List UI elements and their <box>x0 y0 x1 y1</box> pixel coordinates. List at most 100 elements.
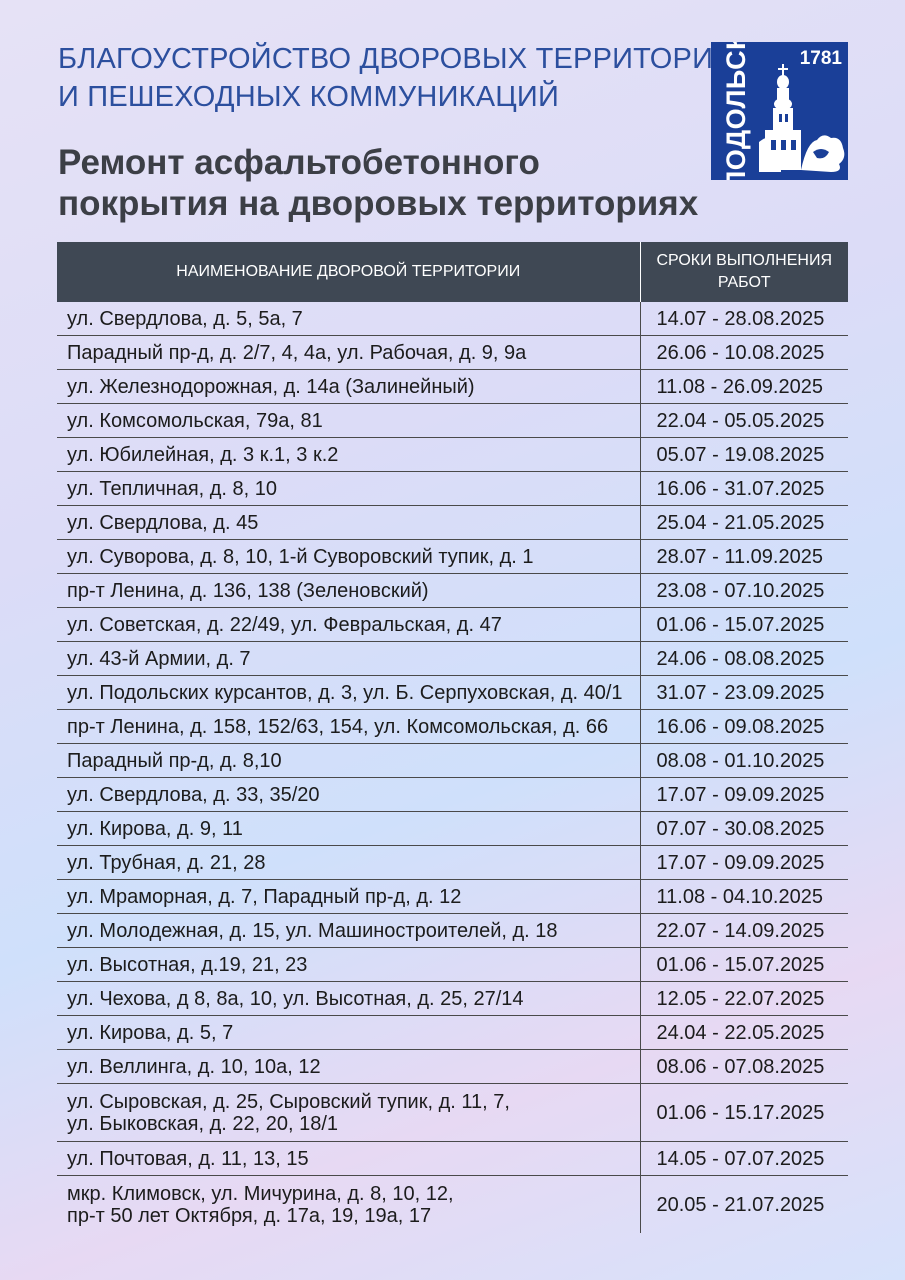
table-row: ул. Веллинга, д. 10, 10а, 12 08.06 - 07.0… <box>57 1049 848 1084</box>
page-title: Ремонт асфальтобетонного покрытия на дво… <box>58 142 718 224</box>
territory-name-line: ул. Кирова, д. 9, 11 <box>67 817 243 840</box>
city-logo: ПОДОЛЬСК 1781 <box>711 42 848 180</box>
work-dates-cell: 25.04 - 21.05.2025 <box>639 505 848 540</box>
territory-name-cell: ул. Подольских курсантов, д. 3, ул. Б. С… <box>57 675 640 710</box>
territory-name-line: ул. Подольских курсантов, д. 3, ул. Б. С… <box>67 681 623 704</box>
territory-name-cell: пр-т Ленина, д. 158, 152/63, 154, ул. Ко… <box>57 709 640 744</box>
table-body: ул. Свердлова, д. 5, 5а, 7 14.07 - 28.08.… <box>57 302 848 1233</box>
work-dates-cell: 07.07 - 30.08.2025 <box>639 811 848 846</box>
work-dates-cell: 31.07 - 23.09.2025 <box>639 675 848 710</box>
works-table: НАИМЕНОВАНИЕ ДВОРОВОЙ ТЕРРИТОРИИ СРОКИ В… <box>57 242 848 1233</box>
territory-name-line: Парадный пр-д, д. 2/7, 4, 4а, ул. Рабоча… <box>67 341 527 364</box>
work-dates-cell: 14.07 - 28.08.2025 <box>639 302 848 336</box>
territory-name-line: мкр. Климовск, ул. Мичурина, д. 8, 10, 1… <box>67 1182 454 1205</box>
territory-name-cell: ул. Веллинга, д. 10, 10а, 12 <box>57 1049 640 1084</box>
work-dates-cell: 14.05 - 07.07.2025 <box>639 1141 848 1176</box>
table-row: пр-т Ленина, д. 136, 138 (Зеленовский) 23… <box>57 573 848 608</box>
territory-name-line: ул. Свердлова, д. 5, 5а, 7 <box>67 307 303 330</box>
territory-name-line: Парадный пр-д, д. 8,10 <box>67 749 282 772</box>
territory-name-line: ул. Кирова, д. 5, 7 <box>67 1021 234 1044</box>
work-dates-cell: 05.07 - 19.08.2025 <box>639 437 848 472</box>
territory-name-cell: Парадный пр-д, д. 2/7, 4, 4а, ул. Рабоча… <box>57 335 640 370</box>
table-row: мкр. Климовск, ул. Мичурина, д. 8, 10, 1… <box>57 1175 848 1234</box>
work-dates-cell: 17.07 - 09.09.2025 <box>639 845 848 880</box>
territory-name-cell: ул. Железнодорожная, д. 14а (Залинейный) <box>57 369 640 404</box>
territory-name-line: пр-т Ленина, д. 136, 138 (Зеленовский) <box>67 579 429 602</box>
table-row: Парадный пр-д, д. 2/7, 4, 4а, ул. Рабоча… <box>57 335 848 370</box>
table-row: ул. Подольских курсантов, д. 3, ул. Б. С… <box>57 675 848 710</box>
table-row: ул. Сыровская, д. 25, Сыровский тупик, д… <box>57 1083 848 1142</box>
territory-name-cell: ул. Свердлова, д. 45 <box>57 505 640 540</box>
table-row: ул. Почтовая, д. 11, 13, 15 14.05 - 07.07… <box>57 1141 848 1176</box>
territory-name-line: ул. Мраморная, д. 7, Парадный пр-д, д. 1… <box>67 885 462 908</box>
table-row: пр-т Ленина, д. 158, 152/63, 154, ул. Ко… <box>57 709 848 744</box>
territory-name-line: ул. Веллинга, д. 10, 10а, 12 <box>67 1055 321 1078</box>
territory-name-cell: ул. Юбилейная, д. 3 к.1, 3 к.2 <box>57 437 640 472</box>
territory-name-line: ул. Сыровская, д. 25, Сыровский тупик, д… <box>67 1090 510 1113</box>
territory-name-line: ул. Советская, д. 22/49, ул. Февральская… <box>67 613 502 636</box>
territory-name-line: ул. Свердлова, д. 33, 35/20 <box>67 783 320 806</box>
logo-city-name: ПОДОЛЬСК <box>721 42 752 180</box>
work-dates-cell: 17.07 - 09.09.2025 <box>639 777 848 812</box>
territory-name-cell: ул. Почтовая, д. 11, 13, 15 <box>57 1141 640 1176</box>
territory-name-cell: пр-т Ленина, д. 136, 138 (Зеленовский) <box>57 573 640 608</box>
work-dates-cell: 01.06 - 15.07.2025 <box>639 607 848 642</box>
subtitle-line-1: БЛАГОУСТРОЙСТВО ДВОРОВЫХ ТЕРРИТОРИЙ <box>58 43 735 75</box>
table-row: Парадный пр-д, д. 8,10 08.08 - 01.10.2025 <box>57 743 848 778</box>
column-header-dates: СРОКИ ВЫПОЛНЕНИЯ РАБОТ <box>639 242 848 302</box>
table-row: ул. Свердлова, д. 5, 5а, 7 14.07 - 28.08.… <box>57 302 848 336</box>
work-dates-cell: 22.04 - 05.05.2025 <box>639 403 848 438</box>
territory-name-cell: ул. Советская, д. 22/49, ул. Февральская… <box>57 607 640 642</box>
territory-name-cell: ул. 43-й Армии, д. 7 <box>57 641 640 676</box>
logo-year: 1781 <box>799 48 842 69</box>
territory-name-line: ул. Трубная, д. 21, 28 <box>67 851 266 874</box>
work-dates-cell: 22.07 - 14.09.2025 <box>639 913 848 948</box>
territory-name-line: ул. 43-й Армии, д. 7 <box>67 647 251 670</box>
work-dates-cell: 01.06 - 15.07.2025 <box>639 947 848 982</box>
table-row: ул. Суворова, д. 8, 10, 1-й Суворовский … <box>57 539 848 574</box>
table-row: ул. Чехова, д 8, 8а, 10, ул. Высотная, д… <box>57 981 848 1016</box>
territory-name-line: ул. Свердлова, д. 45 <box>67 511 259 534</box>
table-row: ул. Тепличная, д. 8, 10 16.06 - 31.07.202… <box>57 471 848 506</box>
work-dates-cell: 16.06 - 31.07.2025 <box>639 471 848 506</box>
territory-name-line: ул. Железнодорожная, д. 14а (Залинейный) <box>67 375 475 398</box>
table-row: ул. Советская, д. 22/49, ул. Февральская… <box>57 607 848 642</box>
column-header-territory: НАИМЕНОВАНИЕ ДВОРОВОЙ ТЕРРИТОРИИ <box>57 242 640 302</box>
title-line-1: Ремонт асфальтобетонного <box>58 143 540 182</box>
territory-name-cell: ул. Свердлова, д. 5, 5а, 7 <box>57 302 640 336</box>
territory-name-cell: ул. Мраморная, д. 7, Парадный пр-д, д. 1… <box>57 879 640 914</box>
territory-name-line: ул. Высотная, д.19, 21, 23 <box>67 953 308 976</box>
territory-name-line: пр-т Ленина, д. 158, 152/63, 154, ул. Ко… <box>67 715 609 738</box>
territory-name-line: ул. Комсомольская, 79а, 81 <box>67 409 323 432</box>
territory-name-cell: ул. Кирова, д. 5, 7 <box>57 1015 640 1050</box>
work-dates-cell: 12.05 - 22.07.2025 <box>639 981 848 1016</box>
territory-name-cell: ул. Комсомольская, 79а, 81 <box>57 403 640 438</box>
territory-name-cell: мкр. Климовск, ул. Мичурина, д. 8, 10, 1… <box>57 1176 640 1234</box>
work-dates-cell: 08.08 - 01.10.2025 <box>639 743 848 778</box>
table-header-row: НАИМЕНОВАНИЕ ДВОРОВОЙ ТЕРРИТОРИИ СРОКИ В… <box>57 242 848 302</box>
table-row: ул. Кирова, д. 9, 11 07.07 - 30.08.2025 <box>57 811 848 846</box>
work-dates-cell: 24.04 - 22.05.2025 <box>639 1015 848 1050</box>
territory-name-line: ул. Чехова, д 8, 8а, 10, ул. Высотная, д… <box>67 987 524 1010</box>
territory-name-line: ул. Быковская, д. 22, 20, 18/1 <box>67 1112 339 1135</box>
territory-name-line: ул. Тепличная, д. 8, 10 <box>67 477 278 500</box>
table-row: ул. Железнодорожная, д. 14а (Залинейный)… <box>57 369 848 404</box>
table-row: ул. Мраморная, д. 7, Парадный пр-д, д. 1… <box>57 879 848 914</box>
table-row: ул. Комсомольская, 79а, 81 22.04 - 05.05.… <box>57 403 848 438</box>
title-line-2: покрытия на дворовых территориях <box>58 184 699 223</box>
work-dates-cell: 11.08 - 04.10.2025 <box>639 879 848 914</box>
table-row: ул. Свердлова, д. 33, 35/20 17.07 - 09.09… <box>57 777 848 812</box>
territory-name-cell: ул. Свердлова, д. 33, 35/20 <box>57 777 640 812</box>
church-emblem-icon <box>759 64 845 172</box>
territory-name-cell: ул. Высотная, д.19, 21, 23 <box>57 947 640 982</box>
work-dates-cell: 11.08 - 26.09.2025 <box>639 369 848 404</box>
territory-name-line: ул. Молодежная, д. 15, ул. Машиностроите… <box>67 919 558 942</box>
territory-name-cell: ул. Сыровская, д. 25, Сыровский тупик, д… <box>57 1083 640 1142</box>
work-dates-cell: 16.06 - 09.08.2025 <box>639 709 848 744</box>
header-subtitle: БЛАГОУСТРОЙСТВО ДВОРОВЫХ ТЕРРИТОРИЙ И ПЕ… <box>58 40 735 116</box>
territory-name-cell: ул. Чехова, д 8, 8а, 10, ул. Высотная, д… <box>57 981 640 1016</box>
territory-name-line: пр-т 50 лет Октября, д. 17а, 19, 19а, 17 <box>67 1204 432 1227</box>
territory-name-cell: Парадный пр-д, д. 8,10 <box>57 743 640 778</box>
territory-name-cell: ул. Кирова, д. 9, 11 <box>57 811 640 846</box>
work-dates-cell: 01.06 - 15.17.2025 <box>639 1083 848 1142</box>
